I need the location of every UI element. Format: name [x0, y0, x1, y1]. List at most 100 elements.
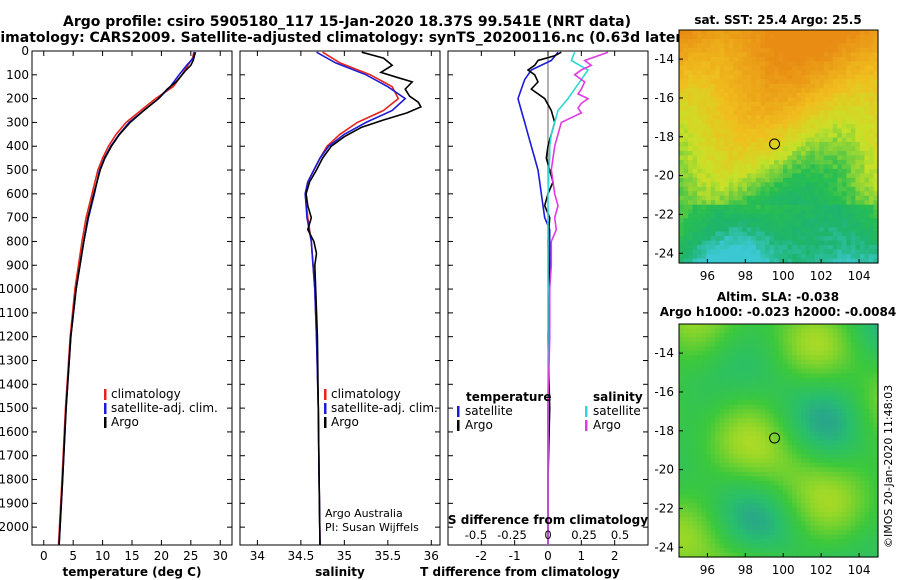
map-cell	[832, 427, 838, 433]
map-cell	[805, 249, 811, 255]
map-cell	[873, 507, 879, 513]
map-cell	[688, 146, 694, 152]
map-cell	[710, 467, 716, 473]
map-cell	[787, 249, 793, 255]
map-cell	[810, 350, 816, 356]
map-cell	[832, 191, 838, 197]
map-cell	[737, 173, 743, 179]
map-cell	[692, 218, 698, 224]
map-cell	[814, 494, 820, 500]
map-cell	[850, 404, 856, 410]
map-cell	[773, 249, 780, 255]
map-cell	[733, 106, 739, 112]
map-cell	[796, 146, 802, 152]
map-cell	[683, 70, 689, 76]
map-cell	[855, 47, 861, 53]
map-cell	[701, 34, 707, 40]
map-cell	[801, 137, 807, 143]
map-cell	[864, 119, 870, 125]
map-cell	[769, 204, 775, 210]
map-cell	[805, 227, 811, 233]
map-cell	[760, 92, 766, 98]
map-cell	[755, 332, 762, 339]
map-cell	[819, 534, 825, 540]
map-cell	[715, 258, 721, 264]
map-cell	[868, 444, 875, 451]
map-cell	[733, 467, 739, 473]
map-cell	[810, 453, 816, 460]
map-cell	[832, 440, 838, 446]
map-cell	[728, 337, 734, 343]
map-cell	[760, 249, 766, 255]
map-cell	[864, 525, 870, 531]
map-cell	[692, 386, 698, 392]
map-cell	[719, 115, 725, 121]
map-cell	[868, 110, 875, 116]
map-cell	[692, 444, 698, 451]
map-cell	[850, 436, 856, 442]
map-cell	[724, 471, 730, 477]
map-cell	[801, 328, 807, 334]
map-cell	[746, 427, 752, 433]
map-cell	[814, 418, 820, 424]
map-cell	[823, 332, 829, 339]
map-cell	[688, 400, 694, 406]
map-cell	[715, 168, 721, 174]
map-cell	[805, 328, 811, 334]
map-cell	[855, 30, 861, 36]
map-cell	[805, 480, 811, 486]
map-cell	[796, 386, 802, 392]
map-cell	[688, 337, 694, 343]
map-cell	[760, 124, 766, 130]
map-cell	[679, 43, 685, 49]
map-cell	[873, 227, 879, 233]
map-cell	[819, 521, 825, 527]
map-cell	[832, 254, 838, 260]
map-cell	[715, 494, 721, 500]
map-cell	[719, 218, 725, 224]
map-cell	[873, 97, 879, 103]
map-cell	[783, 150, 789, 157]
depth-tick-label: 1200	[0, 330, 29, 344]
map-cell	[679, 195, 685, 201]
map-cell	[688, 355, 694, 361]
map-cell	[760, 115, 766, 121]
map-cell	[801, 409, 807, 415]
map-cell	[755, 467, 762, 473]
map-cell	[837, 413, 843, 419]
map-cell	[728, 240, 734, 246]
map-cell	[688, 332, 694, 339]
map-cell	[841, 34, 847, 40]
map-cell	[850, 191, 856, 197]
map-cell	[751, 427, 757, 433]
map-cell	[846, 47, 852, 53]
map-cell	[792, 61, 798, 67]
map-cell	[692, 458, 698, 464]
map-cell	[850, 476, 856, 482]
map-cell	[697, 240, 703, 246]
map-cell	[778, 471, 784, 477]
x-tick-label: -2	[475, 549, 487, 563]
map-cell	[841, 341, 847, 347]
legend-label: Argo	[593, 418, 621, 432]
legend-label: climatology	[111, 387, 181, 401]
map-cell	[737, 552, 743, 558]
map-cell	[692, 258, 698, 264]
map-cell	[697, 467, 703, 473]
map-cell	[823, 74, 829, 80]
map-cell	[733, 155, 739, 161]
map-cell	[792, 436, 798, 442]
map-cell	[837, 209, 843, 215]
map-cell	[737, 74, 743, 80]
map-cell	[778, 444, 784, 451]
map-cell	[796, 364, 802, 370]
map-cell	[778, 449, 784, 455]
map-cell	[728, 444, 734, 451]
map-cell	[783, 539, 789, 545]
map-cell	[737, 418, 743, 424]
map-cell	[683, 173, 689, 179]
map-cell	[810, 137, 816, 143]
map-cell	[796, 521, 802, 527]
map-cell	[751, 548, 757, 554]
map-cell	[692, 168, 698, 174]
